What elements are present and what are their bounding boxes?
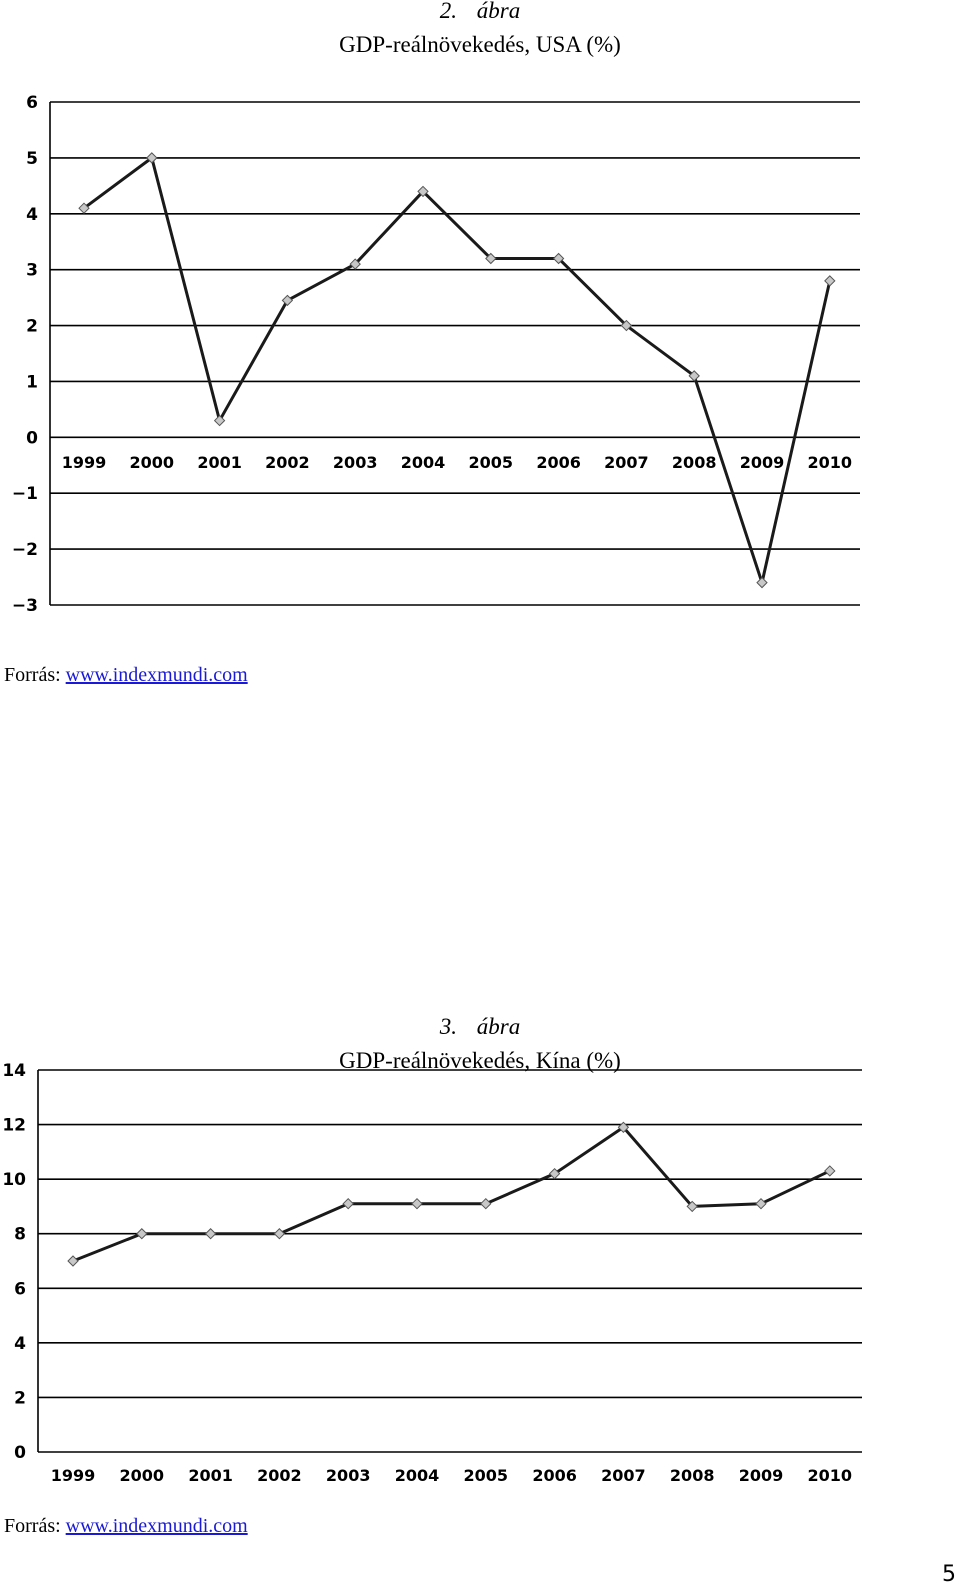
figure-2-word: ábra — [476, 0, 521, 23]
x-tick-label: 2006 — [536, 453, 581, 472]
figure-3-source: Forrás: www.indexmundi.com — [4, 1514, 248, 1538]
series-line — [72, 1125, 831, 1263]
x-tick-label: 2006 — [532, 1466, 577, 1485]
x-tick-label: 2003 — [326, 1466, 371, 1485]
x-tick-label: 2005 — [464, 1466, 509, 1485]
y-tick-label: 4 — [14, 1334, 26, 1354]
x-tick-label: 2000 — [120, 1466, 165, 1485]
data-point-marker — [411, 1197, 423, 1210]
x-tick-label: 2009 — [739, 1466, 784, 1485]
figure-3-number-line: 3. ábra — [0, 1010, 960, 1044]
data-point-marker — [417, 185, 429, 198]
data-point-marker — [617, 1121, 630, 1134]
x-tick-label: 2010 — [808, 453, 853, 472]
figure-2-source: Forrás: www.indexmundi.com — [4, 663, 248, 687]
china-gdp-line-chart: 14 12 10 8 6 4 2 0 1999 2000 2001 2002 2003 2004 2005 2… — [2, 1061, 862, 1485]
y-tick-label: −1 — [12, 484, 38, 504]
x-tick-label: 1999 — [62, 453, 107, 472]
y-tick-label: 2 — [26, 317, 38, 337]
data-point-marker — [552, 252, 565, 265]
figure-3-title: GDP-reálnövekedés, Kína (%) — [339, 1048, 621, 1073]
x-tick-label: 2001 — [188, 1466, 233, 1485]
x-tick-label: 2003 — [333, 453, 378, 472]
figure-3-source-label: Forrás: — [4, 1515, 61, 1537]
y-tick-label: 6 — [14, 1279, 26, 1299]
y-tick-label: 5 — [26, 149, 38, 169]
x-tick-label: 2002 — [257, 1466, 302, 1485]
figure-3-word: ábra — [476, 1014, 521, 1039]
data-point-marker — [136, 1228, 148, 1240]
series-line — [83, 156, 832, 585]
data-point-marker — [686, 1200, 698, 1213]
x-tick-label: 2004 — [395, 1466, 440, 1485]
page-number: 5 — [942, 1562, 956, 1587]
x-tick-label: 2008 — [670, 1466, 715, 1485]
y-tick-label: 8 — [14, 1225, 26, 1245]
x-tick-label: 2007 — [601, 1466, 646, 1485]
y-tick-label: −2 — [12, 540, 38, 560]
data-point-marker — [78, 202, 90, 214]
figure-2-number-line: 2. ábra — [0, 0, 960, 28]
y-tick-label: −3 — [12, 596, 38, 616]
data-point-marker — [756, 576, 768, 589]
y-tick-label: 3 — [26, 261, 38, 281]
data-point-marker — [620, 319, 633, 332]
figure-3-number: 3. — [439, 1014, 458, 1039]
y-tick-label: 12 — [2, 1116, 26, 1136]
y-tick-label: 1 — [26, 372, 38, 392]
figure-2-source-link[interactable]: www.indexmundi.com — [65, 664, 248, 686]
y-tick-label: 14 — [2, 1061, 26, 1081]
x-tick-label: 2001 — [197, 453, 242, 472]
data-point-marker — [342, 1197, 354, 1210]
data-point-marker — [213, 414, 226, 427]
y-tick-label: 10 — [2, 1170, 26, 1190]
x-tick-label: 2004 — [401, 453, 446, 472]
x-tick-label: 2005 — [469, 453, 514, 472]
x-tick-label: 1999 — [51, 1466, 96, 1485]
y-tick-label: 6 — [26, 93, 38, 113]
figure-3-source-link[interactable]: www.indexmundi.com — [65, 1515, 248, 1537]
x-tick-label: 2008 — [672, 453, 717, 472]
y-tick-label: 0 — [14, 1443, 26, 1463]
figure-2-heading: 2. ábra GDP-reálnövekedés, USA (%) — [0, 0, 960, 62]
y-tick-label: 0 — [26, 428, 38, 448]
figure-2-number: 2. — [439, 0, 458, 23]
x-tick-label: 2002 — [265, 453, 310, 472]
data-point-marker — [67, 1255, 79, 1267]
data-point-marker — [485, 252, 497, 265]
data-point-marker — [349, 258, 361, 270]
data-point-marker — [146, 152, 158, 164]
data-point-marker — [824, 275, 836, 287]
x-tick-label: 2010 — [808, 1466, 853, 1485]
data-point-marker — [755, 1197, 767, 1210]
data-point-marker — [480, 1197, 492, 1210]
data-point-marker — [281, 294, 294, 307]
data-point-marker — [548, 1167, 561, 1180]
data-point-marker — [824, 1165, 836, 1177]
data-point-marker — [204, 1228, 217, 1240]
x-tick-label: 2009 — [740, 453, 785, 472]
figure-3-heading: 3. ábra GDP-reálnövekedés, Kína (%) — [0, 1010, 960, 1078]
y-tick-label: 4 — [26, 205, 38, 225]
data-point-marker — [273, 1228, 286, 1240]
data-point-marker — [688, 370, 700, 382]
usa-gdp-line-chart: 6 5 4 3 2 1 0 −1 −2 −3 1999 2000 2001 2002 2003 2004 200… — [12, 93, 860, 616]
x-tick-label: 2000 — [130, 453, 175, 472]
y-tick-label: 2 — [14, 1388, 26, 1408]
figure-2-source-label: Forrás: — [4, 664, 61, 686]
x-tick-label: 2007 — [604, 453, 649, 472]
figure-2-title: GDP-reálnövekedés, USA (%) — [339, 32, 621, 57]
